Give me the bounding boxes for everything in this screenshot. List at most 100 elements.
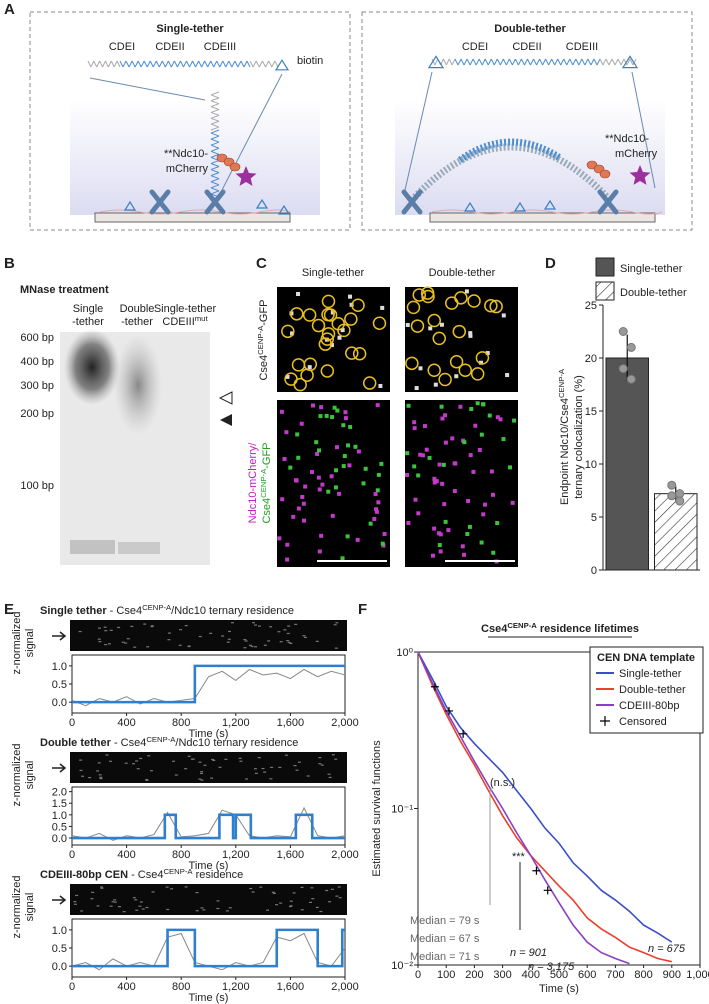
legend-title: CEN DNA template <box>597 652 695 664</box>
roi <box>489 299 503 314</box>
size-marker: 200 bp <box>20 408 54 420</box>
spot <box>413 497 418 502</box>
x-tick-label: 400 <box>117 981 135 993</box>
legend-swatch <box>595 281 615 301</box>
smear <box>64 329 120 405</box>
spot <box>317 448 322 453</box>
roi <box>323 308 338 322</box>
spot <box>290 331 295 336</box>
kymo-noise <box>239 760 243 762</box>
spot <box>437 543 442 548</box>
kymo-noise <box>318 763 322 765</box>
spot <box>315 451 320 456</box>
kymo-noise <box>252 622 256 624</box>
kymo-noise <box>289 642 293 645</box>
data-point <box>618 364 628 374</box>
spot <box>483 502 488 507</box>
kymo-noise <box>297 761 301 763</box>
survival-curve <box>417 651 630 965</box>
kymo-noise <box>318 757 322 759</box>
y-tick-label: 5 <box>591 512 597 524</box>
spot <box>439 404 444 409</box>
spot <box>345 534 350 539</box>
spot <box>378 383 383 388</box>
spot <box>439 322 444 327</box>
size-marker: 300 bp <box>20 380 54 392</box>
spot <box>343 410 348 415</box>
spot <box>330 513 335 518</box>
x-tick-label: 500 <box>550 969 568 981</box>
spot <box>348 424 353 429</box>
kymo-noise <box>294 623 298 625</box>
x-tick-label: 800 <box>634 969 652 981</box>
ndc10 <box>599 169 611 179</box>
kymo-noise <box>117 626 121 629</box>
n-label: n = 901 <box>510 947 547 959</box>
x-tick-label: 800 <box>172 717 190 729</box>
x-tick-label: 1,600 <box>277 981 305 993</box>
spot <box>465 532 470 537</box>
roi <box>352 346 367 361</box>
chart-title: Cse4CENP-A residence lifetimes <box>481 621 639 636</box>
kymo-noise <box>139 757 143 760</box>
panel-label: E <box>4 601 14 618</box>
spot <box>332 405 337 410</box>
kymo-noise <box>311 898 315 900</box>
column-label: Single-tether <box>302 267 365 279</box>
roi <box>344 312 358 326</box>
x-tick-label: 400 <box>117 849 135 861</box>
kymo-noise <box>253 768 257 770</box>
kymo-noise <box>81 775 85 777</box>
kymo-noise <box>250 645 254 648</box>
kymo-noise <box>130 625 134 627</box>
spot <box>295 432 300 437</box>
kymo-noise <box>134 899 138 901</box>
biotin-icon <box>543 199 557 210</box>
x-tick-label: 700 <box>606 969 624 981</box>
anchor-protein <box>204 189 226 215</box>
roi <box>372 316 387 330</box>
kymo-noise <box>283 629 287 631</box>
y-tick-label: 1.0 <box>52 661 67 673</box>
spot <box>434 479 439 484</box>
x-tick-label: 400 <box>522 969 540 981</box>
spot <box>489 469 494 474</box>
y-tick-label: 10⁰ <box>396 647 413 659</box>
peg <box>431 209 663 215</box>
region-label: CDEII <box>512 41 541 53</box>
spot <box>437 462 442 467</box>
size-marker: 100 bp <box>20 480 54 492</box>
spot <box>300 495 305 500</box>
protein-label: mCherry <box>615 148 658 160</box>
dna <box>454 58 601 66</box>
lane-label: Single <box>73 303 104 315</box>
spot <box>318 414 323 419</box>
kymo-noise <box>98 641 102 643</box>
y-axis-label: Endpoint Ndc10/Cse4CENP-A <box>557 368 572 505</box>
spot <box>443 440 448 445</box>
spot <box>405 451 410 456</box>
text-part: /Ndc10 ternary residence <box>175 737 298 749</box>
kymo-noise <box>320 764 324 766</box>
x-tick-label: 900 <box>663 969 681 981</box>
kymo-noise <box>211 758 215 761</box>
text-part: Double <box>120 303 155 315</box>
kymo-noise <box>286 632 290 635</box>
kymo-noise <box>248 644 252 646</box>
spot <box>406 403 411 408</box>
zoom-line <box>631 71 656 189</box>
x-tick-label: 1,600 <box>277 717 305 729</box>
legend-label: CDEIII-80bp <box>619 700 680 712</box>
spot <box>438 549 443 554</box>
spot <box>307 365 312 370</box>
kymo-noise <box>209 632 213 634</box>
kymo-noise <box>178 644 182 646</box>
text-part: Double tether <box>40 737 112 749</box>
kymo-noise <box>104 630 108 632</box>
kymo-noise <box>121 641 125 643</box>
kymo-noise <box>244 640 248 642</box>
kymo-noise <box>184 886 188 888</box>
arrow-open <box>218 391 233 405</box>
panel-box <box>29 11 351 231</box>
region-label: CDEIII <box>566 41 598 53</box>
